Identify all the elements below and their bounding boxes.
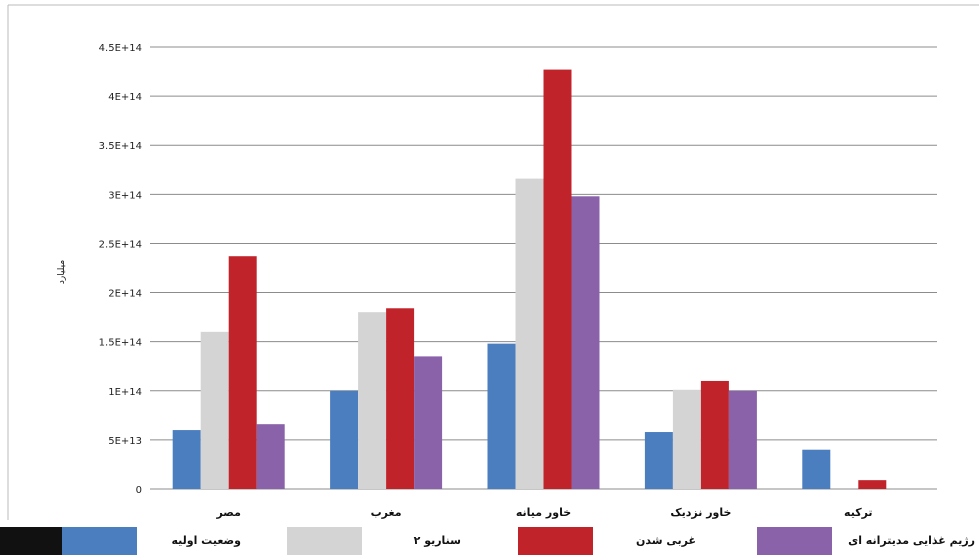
legend: وضعیت اولیه سناریو ۲ غربی شدن رژیم غذایی مد… <box>0 527 975 555</box>
bar <box>414 356 443 489</box>
bar <box>358 312 387 489</box>
y-tick-label: 1.5E+14 <box>99 338 142 349</box>
legend-swatch <box>287 527 362 555</box>
bar <box>728 390 757 489</box>
legend-swatch <box>62 527 137 555</box>
y-tick-label: 2E+14 <box>108 289 142 300</box>
legend-label: وضعیت اولیه <box>171 534 241 547</box>
y-tick-label: 2.5E+14 <box>99 239 142 250</box>
category-labels: مصر مغرب خاور میانه خاور نزدیک ترکیه <box>215 506 872 519</box>
bar <box>672 389 701 489</box>
x-tick-label: مصر <box>215 506 241 519</box>
axis-layer: 0 5E+13 1E+14 1.5E+14 2E+14 2.5E+14 3E+14 3.5E+… <box>7 4 979 520</box>
y-tick-label: 3.5E+14 <box>99 141 142 152</box>
x-tick-label: خاور میانه <box>516 506 571 519</box>
y-tick-label: 4E+14 <box>108 92 142 103</box>
y-axis-label: میلیارد <box>57 260 67 285</box>
legend-label: غربی شدن <box>636 534 696 547</box>
legend-label: سناریو ۲ <box>414 534 461 547</box>
x-tick-label: خاور نزدیک <box>670 506 731 519</box>
bar <box>802 449 831 489</box>
y-tick-label: 0 <box>136 485 142 496</box>
bar <box>386 308 415 489</box>
bar <box>172 430 201 489</box>
bar <box>571 196 600 489</box>
y-tick-label: 4.5E+14 <box>99 43 142 54</box>
bar <box>487 343 516 489</box>
bar <box>200 331 229 489</box>
bar <box>228 256 257 489</box>
legend-swatch <box>757 527 832 555</box>
legend-swatch <box>518 527 593 555</box>
bar <box>256 424 285 489</box>
x-tick-label: ترکیه <box>844 506 873 519</box>
y-tick-label: 5E+13 <box>108 436 142 447</box>
bars-layer <box>172 69 887 489</box>
y-tick-label: 1E+14 <box>108 387 142 398</box>
legend-label: رژیم غذایی مدیترانه ای <box>848 534 975 547</box>
bar <box>330 390 359 489</box>
bar <box>515 178 544 489</box>
bar <box>700 380 729 489</box>
x-tick-label: مغرب <box>371 506 402 519</box>
legend-edge-block <box>0 527 62 555</box>
bar <box>543 69 572 489</box>
bar <box>858 480 887 489</box>
y-tick-label: 3E+14 <box>108 190 142 201</box>
bar <box>644 432 673 489</box>
